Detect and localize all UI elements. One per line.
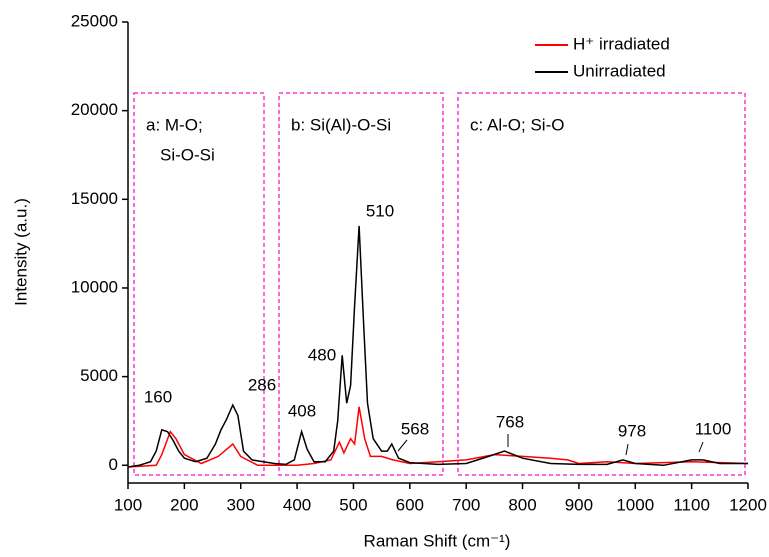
y-tick-label: 25000: [71, 11, 118, 30]
x-tick-label: 900: [565, 495, 593, 514]
legend-label: Unirradiated: [573, 61, 666, 80]
x-tick-label: 800: [508, 495, 536, 514]
x-tick-label: 700: [452, 495, 480, 514]
legend-label: H⁺ irradiated: [573, 34, 670, 53]
x-tick-label: 100: [114, 495, 142, 514]
x-tick-label: 300: [227, 495, 255, 514]
region-label: c: Al-O; Si-O: [470, 115, 564, 134]
peak-label: 1100: [695, 419, 732, 438]
x-tick-label: 1200: [729, 495, 767, 514]
y-tick-label: 0: [109, 455, 118, 474]
y-tick-label: 5000: [80, 366, 118, 385]
peak-label: 768: [496, 412, 524, 431]
peak-label: 978: [618, 421, 646, 440]
peak-label: 160: [144, 387, 172, 406]
peak-label: 568: [401, 419, 429, 438]
series-line: [127, 225, 748, 468]
peak-leader: [625, 443, 629, 456]
x-tick-label: 1000: [616, 495, 654, 514]
x-tick-label: 600: [396, 495, 424, 514]
x-tick-label: 400: [283, 495, 311, 514]
x-tick-label: 200: [170, 495, 198, 514]
y-axis-label: Intensity (a.u.): [11, 198, 30, 306]
peak-label: 510: [366, 201, 394, 220]
y-tick-label: 10000: [71, 277, 118, 296]
x-tick-label: 1100: [673, 495, 710, 514]
x-axis-label: Raman Shift (cm⁻¹): [364, 531, 511, 550]
peak-label: 480: [308, 345, 336, 364]
peak-label: 286: [248, 375, 276, 394]
y-tick-label: 20000: [71, 100, 118, 119]
x-tick-label: 500: [339, 495, 367, 514]
region-label: a: M-O;: [146, 115, 203, 134]
peak-leader: [397, 439, 408, 452]
region-box: [457, 92, 746, 476]
series-line: [127, 406, 749, 468]
region-label: b: Si(Al)-O-Si: [291, 115, 391, 134]
region-label: Si-O-Si: [160, 145, 215, 164]
y-tick-label: 15000: [71, 189, 118, 208]
peak-label: 408: [288, 401, 316, 420]
peak-leader: [698, 441, 704, 453]
region-box: [133, 92, 265, 476]
